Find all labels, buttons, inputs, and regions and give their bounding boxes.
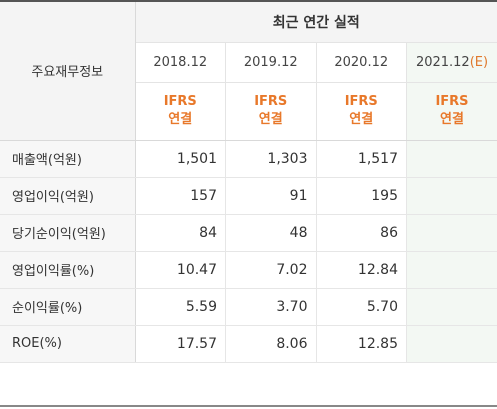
cell-operating-margin-2019: 7.02 bbox=[225, 251, 317, 289]
year-header-2019: 2019.12 bbox=[225, 42, 317, 83]
cell-operating-margin-2020: 12.84 bbox=[316, 251, 407, 289]
cell-roe-2018: 17.57 bbox=[135, 325, 226, 363]
header-row-basis: IFRS 연결 IFRS 연결 IFRS 연결 IFRS 연결 bbox=[0, 82, 497, 141]
row-label-revenue: 매출액(억원) bbox=[0, 140, 136, 178]
cell-net-income-2021-estimate bbox=[406, 214, 497, 252]
basis-header-2018: IFRS 연결 bbox=[135, 82, 226, 141]
table-row: 당기순이익(억원) 84 48 86 bbox=[0, 214, 497, 252]
table-row: 영업이익률(%) 10.47 7.02 12.84 bbox=[0, 251, 497, 289]
cell-net-margin-2018: 5.59 bbox=[135, 288, 226, 326]
cell-operating-profit-2018: 157 bbox=[135, 177, 226, 215]
basis-header-2020: IFRS 연결 bbox=[316, 82, 407, 141]
row-label-net-margin: 순이익률(%) bbox=[0, 288, 136, 326]
cell-roe-2019: 8.06 bbox=[225, 325, 317, 363]
cell-revenue-2018: 1,501 bbox=[135, 140, 226, 178]
table-bottom-divider bbox=[0, 405, 497, 407]
cell-net-margin-2019: 3.70 bbox=[225, 288, 317, 326]
header-row-group: 주요재무정보 최근 연간 실적 bbox=[0, 2, 497, 141]
basis-header-2019: IFRS 연결 bbox=[225, 82, 317, 141]
header-row-years: 2018.12 2019.12 2020.12 2021.12(E) bbox=[0, 42, 497, 83]
table-row: 순이익률(%) 5.59 3.70 5.70 bbox=[0, 288, 497, 326]
year-header-2018: 2018.12 bbox=[135, 42, 226, 83]
recent-annual-results-title: 최근 연간 실적 bbox=[135, 2, 497, 43]
cell-net-income-2020: 86 bbox=[316, 214, 407, 252]
basis-header-2021-estimate: IFRS 연결 bbox=[406, 82, 497, 141]
table-row: 영업이익(억원) 157 91 195 bbox=[0, 177, 497, 215]
metric-column-header: 주요재무정보 bbox=[0, 2, 136, 141]
estimate-marker: (E) bbox=[469, 54, 489, 70]
cell-net-income-2019: 48 bbox=[225, 214, 317, 252]
cell-operating-profit-2019: 91 bbox=[225, 177, 317, 215]
cell-net-margin-2021-estimate bbox=[406, 288, 497, 326]
table-row: ROE(%) 17.57 8.06 12.85 bbox=[0, 325, 497, 363]
cell-net-income-2018: 84 bbox=[135, 214, 226, 252]
cell-roe-2021-estimate bbox=[406, 325, 497, 363]
cell-revenue-2021-estimate bbox=[406, 140, 497, 178]
cell-revenue-2020: 1,517 bbox=[316, 140, 407, 178]
cell-operating-margin-2021-estimate bbox=[406, 251, 497, 289]
cell-operating-profit-2020: 195 bbox=[316, 177, 407, 215]
year-header-2021-estimate: 2021.12(E) bbox=[406, 42, 497, 83]
year-header-2020: 2020.12 bbox=[316, 42, 407, 83]
row-label-operating-profit: 영업이익(억원) bbox=[0, 177, 136, 215]
cell-operating-margin-2018: 10.47 bbox=[135, 251, 226, 289]
table-row: 매출액(억원) 1,501 1,303 1,517 bbox=[0, 140, 497, 178]
cell-roe-2020: 12.85 bbox=[316, 325, 407, 363]
row-label-roe: ROE(%) bbox=[0, 325, 136, 363]
cell-net-margin-2020: 5.70 bbox=[316, 288, 407, 326]
row-label-operating-margin: 영업이익률(%) bbox=[0, 251, 136, 289]
cell-revenue-2019: 1,303 bbox=[225, 140, 317, 178]
row-label-net-income: 당기순이익(억원) bbox=[0, 214, 136, 252]
cell-operating-profit-2021-estimate bbox=[406, 177, 497, 215]
financial-summary-table: 주요재무정보 최근 연간 실적 2018.12 2019.12 2020.12 … bbox=[0, 2, 497, 363]
